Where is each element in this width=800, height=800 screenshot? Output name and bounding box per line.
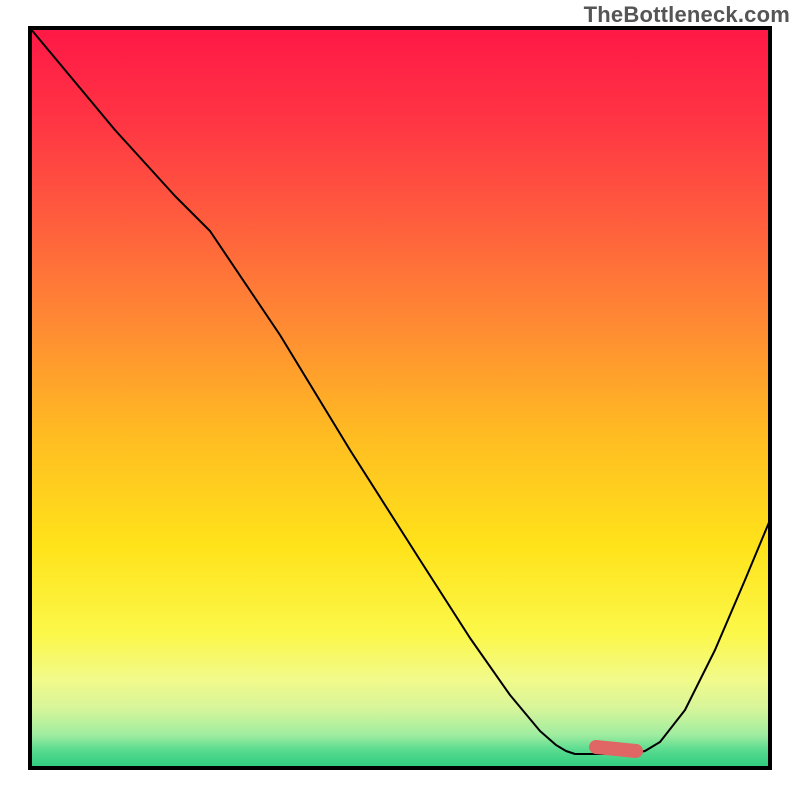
plot-background	[30, 28, 770, 768]
chart-svg	[0, 0, 800, 800]
optimal-marker	[596, 747, 636, 751]
chart-root: { "watermark": { "text": "TheBottleneck.…	[0, 0, 800, 800]
watermark-text: TheBottleneck.com	[584, 2, 790, 28]
